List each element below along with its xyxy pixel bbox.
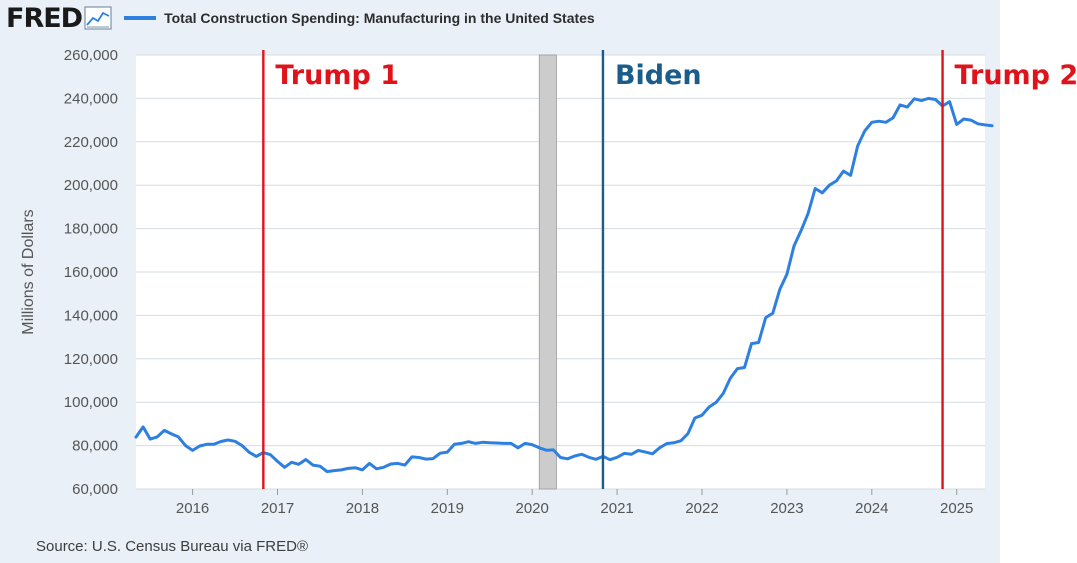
x-tick-label: 2023 <box>770 500 803 517</box>
y-tick-label: 220,000 <box>64 134 118 151</box>
y-tick-label: 160,000 <box>64 264 118 281</box>
x-tick-label: 2017 <box>261 500 294 517</box>
source-note: Source: U.S. Census Bureau via FRED® <box>36 538 308 555</box>
x-tick-label: 2020 <box>516 500 549 517</box>
y-tick-label: 100,000 <box>64 394 118 411</box>
x-tick-label: 2025 <box>940 500 973 517</box>
recession-band <box>538 54 557 490</box>
x-tick-label: 2022 <box>685 500 718 517</box>
x-tick-label: 2016 <box>176 500 209 517</box>
legend-label: Total Construction Spending: Manufacturi… <box>164 10 595 26</box>
y-tick-label: 260,000 <box>64 47 118 64</box>
y-tick-label: 140,000 <box>64 307 118 324</box>
x-tick-label: 2021 <box>600 500 633 517</box>
y-tick-label: 60,000 <box>72 481 118 498</box>
chart-header: FRED Total Construction Spending: Manufa… <box>0 0 1000 36</box>
y-axis-label: Millions of Dollars <box>20 209 37 334</box>
line-chart-icon <box>84 6 112 30</box>
marker-label: Trump 1 <box>275 60 399 91</box>
x-tick-label: 2024 <box>855 500 888 517</box>
y-tick-label: 120,000 <box>64 351 118 368</box>
fred-logo[interactable]: FRED <box>6 2 83 34</box>
marker-label: Trump 2 <box>955 60 1077 91</box>
legend-swatch <box>124 16 157 20</box>
y-tick-label: 80,000 <box>72 438 118 455</box>
y-tick-label: 200,000 <box>64 177 118 194</box>
y-tick-label: 240,000 <box>64 90 118 107</box>
y-tick-label: 180,000 <box>64 221 118 238</box>
series-line <box>134 96 994 474</box>
x-tick-label: 2019 <box>431 500 464 517</box>
x-tick-label: 2018 <box>346 500 379 517</box>
marker-label: Biden <box>615 60 702 91</box>
